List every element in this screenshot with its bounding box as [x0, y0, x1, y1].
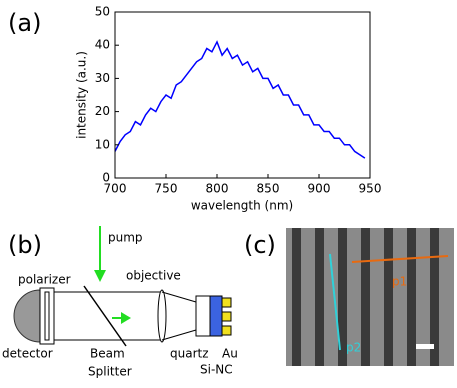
- y-axis-label: intensity (a.u.): [75, 51, 89, 139]
- y-tick-label: 20: [95, 104, 110, 118]
- si-nc-layer: [209, 295, 223, 337]
- pump-arrow-head: [94, 270, 106, 282]
- focus-line: [161, 291, 197, 303]
- node-label: objective: [126, 269, 181, 283]
- annotation: p1: [392, 275, 407, 289]
- node-label: pump: [108, 231, 143, 245]
- y-tick-label: 40: [95, 38, 110, 52]
- spectrum-line: [114, 40, 366, 159]
- y-tick-label: 50: [95, 5, 110, 19]
- y-tick-label: 30: [95, 71, 110, 85]
- x-axis-label: wavelength (nm): [191, 199, 293, 213]
- node-label: Si-NC: [200, 363, 233, 377]
- node-label: quartz: [170, 347, 209, 361]
- p1-arrow: [351, 255, 449, 263]
- node-label: Beam: [90, 347, 125, 361]
- plot-frame: [114, 11, 371, 179]
- panel-label: (a): [8, 9, 41, 37]
- x-tick-label: 800: [206, 182, 229, 196]
- scale-bar: [416, 344, 434, 349]
- x-tick-label: 950: [359, 182, 382, 196]
- au-pad: [221, 311, 232, 322]
- annotation: p2: [346, 341, 361, 355]
- beam-splitter: [83, 285, 127, 347]
- node-label: Splitter: [88, 365, 132, 379]
- node-label: detector: [2, 347, 53, 361]
- au-pad: [221, 325, 232, 336]
- panel-label: (c): [244, 231, 276, 259]
- x-tick-label: 900: [308, 182, 331, 196]
- x-tick-label: 850: [257, 182, 280, 196]
- p2-arrow: [329, 253, 341, 351]
- setup-diagram: (b) pump polarizer objective detector Be…: [2, 226, 238, 379]
- polarizer-plate: [44, 291, 50, 341]
- focus-line: [161, 329, 197, 341]
- node-label: polarizer: [18, 273, 71, 287]
- signal-arrow-head: [121, 312, 131, 324]
- node-label: Au: [222, 347, 238, 361]
- x-tick-label: 700: [104, 182, 127, 196]
- y-tick-label: 10: [95, 137, 110, 151]
- au-pad: [221, 297, 232, 308]
- panel-label: (b): [8, 231, 42, 259]
- grating-grooves: [292, 228, 439, 366]
- y-tick-label: 0: [102, 171, 110, 185]
- x-tick-label: 750: [155, 182, 178, 196]
- quartz: [195, 295, 211, 337]
- detector: [13, 289, 41, 343]
- objective-lens: [157, 289, 167, 343]
- sem-image: (c) p1 p2: [244, 228, 454, 366]
